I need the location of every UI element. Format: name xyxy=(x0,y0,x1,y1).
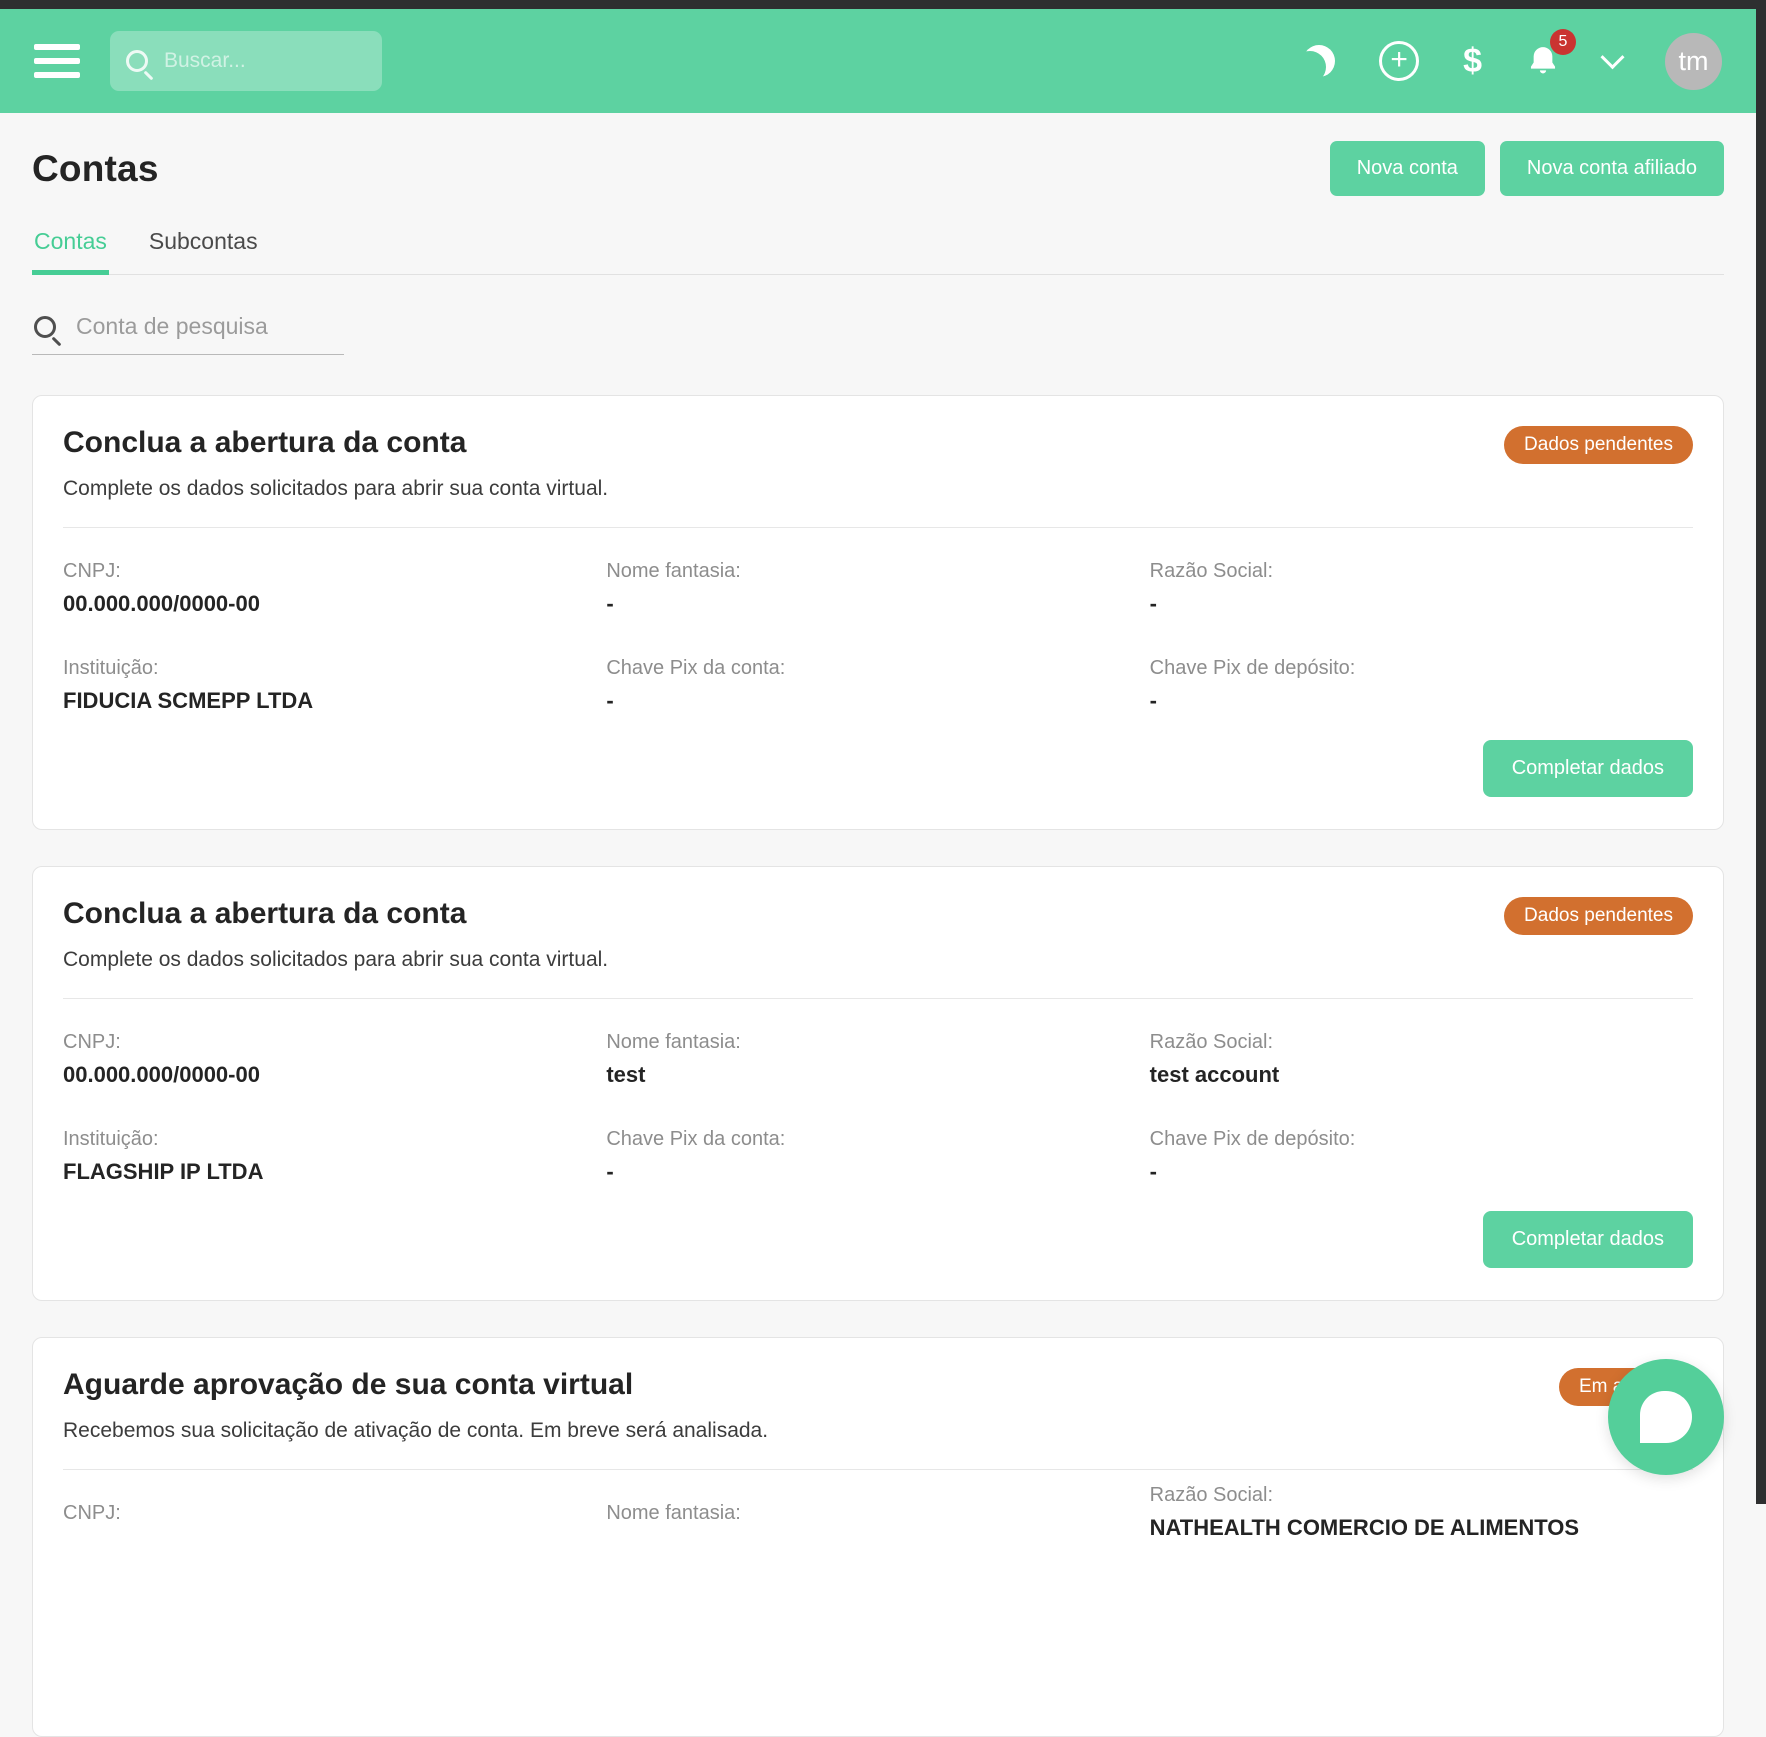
card-subtitle: Complete os dados solicitados para abrir… xyxy=(63,948,609,971)
notifications-button[interactable]: 5 xyxy=(1526,29,1576,79)
field-instituicao: Instituição: FLAGSHIP IP LTDA xyxy=(63,1128,264,1184)
new-account-button[interactable]: Nova conta xyxy=(1329,141,1485,196)
search-icon xyxy=(34,315,56,338)
chat-fab-button[interactable] xyxy=(1608,1359,1724,1475)
add-circle-icon[interactable]: + xyxy=(1379,41,1420,81)
field-nome-fantasia: Nome fantasia: test xyxy=(606,1031,741,1087)
field-instituicao: Instituição: FIDUCIA SCMEPP LTDA xyxy=(63,657,314,713)
field-chave-pix-deposito: Chave Pix de depósito: - xyxy=(1149,1128,1356,1184)
account-card: Conclua a abertura da conta Dados penden… xyxy=(32,866,1724,1301)
complete-data-button[interactable]: Completar dados xyxy=(1482,740,1693,797)
window-top-strip xyxy=(0,0,1766,9)
account-search[interactable] xyxy=(32,307,344,355)
chevron-down-icon[interactable] xyxy=(1600,44,1625,69)
account-card: Conclua a abertura da conta Dados penden… xyxy=(32,395,1724,830)
card-title: Conclua a abertura da conta xyxy=(63,426,467,459)
divider xyxy=(63,998,1693,999)
complete-data-button[interactable]: Completar dados xyxy=(1482,1211,1693,1268)
field-nome-fantasia: Nome fantasia: - xyxy=(606,560,741,616)
search-icon xyxy=(126,50,148,72)
field-cnpj: CNPJ: 00.000.000/0000-00 xyxy=(63,1031,260,1087)
avatar[interactable]: tm xyxy=(1665,32,1722,90)
account-card: Aguarde aprovação de sua conta virtual E… xyxy=(32,1337,1724,1737)
tab-subcontas[interactable]: Subcontas xyxy=(148,228,258,254)
divider xyxy=(63,1469,1693,1470)
global-search[interactable] xyxy=(110,31,382,91)
global-search-input[interactable] xyxy=(164,49,354,73)
app-header: + $ 5 tm xyxy=(0,9,1756,113)
notification-count-badge: 5 xyxy=(1550,29,1576,55)
field-nome-fantasia: Nome fantasia: xyxy=(606,1502,741,1524)
field-chave-pix-conta: Chave Pix da conta: - xyxy=(606,657,786,713)
field-cnpj: CNPJ: 00.000.000/0000-00 xyxy=(63,560,260,616)
dollar-icon[interactable]: $ xyxy=(1463,41,1482,80)
card-title: Aguarde aprovação de sua conta virtual xyxy=(63,1368,634,1401)
dark-mode-icon[interactable] xyxy=(1303,45,1335,77)
main-content: Contas Nova conta Nova conta afiliado Co… xyxy=(0,113,1756,1737)
bell-icon xyxy=(1530,47,1556,74)
status-badge: Dados pendentes xyxy=(1504,897,1693,935)
menu-icon[interactable] xyxy=(34,44,80,78)
field-razao-social: Razão Social: - xyxy=(1149,560,1274,616)
field-chave-pix-deposito: Chave Pix de depósito: - xyxy=(1149,657,1356,713)
card-subtitle: Recebemos sua solicitação de ativação de… xyxy=(63,1419,769,1442)
scrollbar-track[interactable] xyxy=(1756,0,1766,1504)
account-search-input[interactable] xyxy=(76,313,326,340)
tabs: Contas Subcontas xyxy=(32,228,1724,275)
card-title: Conclua a abertura da conta xyxy=(63,897,467,930)
field-cnpj: CNPJ: xyxy=(63,1502,121,1524)
new-affiliate-account-button[interactable]: Nova conta afiliado xyxy=(1499,141,1724,196)
divider xyxy=(63,527,1693,528)
status-badge: Dados pendentes xyxy=(1504,426,1693,464)
field-razao-social: Razão Social: test account xyxy=(1149,1031,1280,1087)
tab-contas[interactable]: Contas xyxy=(32,228,109,275)
field-chave-pix-conta: Chave Pix da conta: - xyxy=(606,1128,786,1184)
chat-bubble-icon xyxy=(1640,1391,1692,1443)
page-title: Contas xyxy=(32,147,159,189)
card-subtitle: Complete os dados solicitados para abrir… xyxy=(63,477,609,500)
field-razao-social: Razão Social: NATHEALTH COMERCIO DE ALIM… xyxy=(1149,1484,1580,1540)
